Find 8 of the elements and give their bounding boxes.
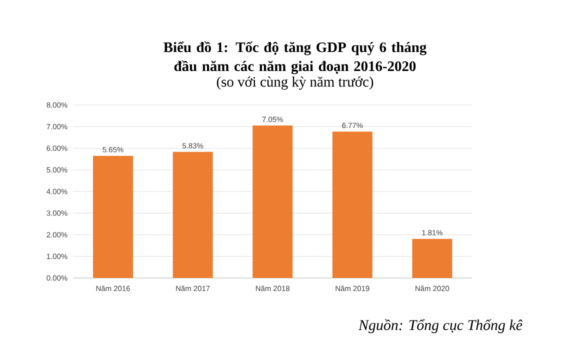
bar xyxy=(412,238,452,278)
bar xyxy=(93,156,134,278)
bar xyxy=(332,132,372,278)
chart-subtitle: (so với cùng kỳ năm trước) xyxy=(216,76,374,90)
chart-title: Biểu đồ 1: Tốc độ tăng GDP quý 6 tháng đầu năm các năm giai đoạn 2016-2020 xyxy=(164,42,426,74)
bar xyxy=(172,152,213,278)
text: Nguồn: Tổng cục Thống kê xyxy=(358,319,522,334)
bar xyxy=(252,126,293,278)
